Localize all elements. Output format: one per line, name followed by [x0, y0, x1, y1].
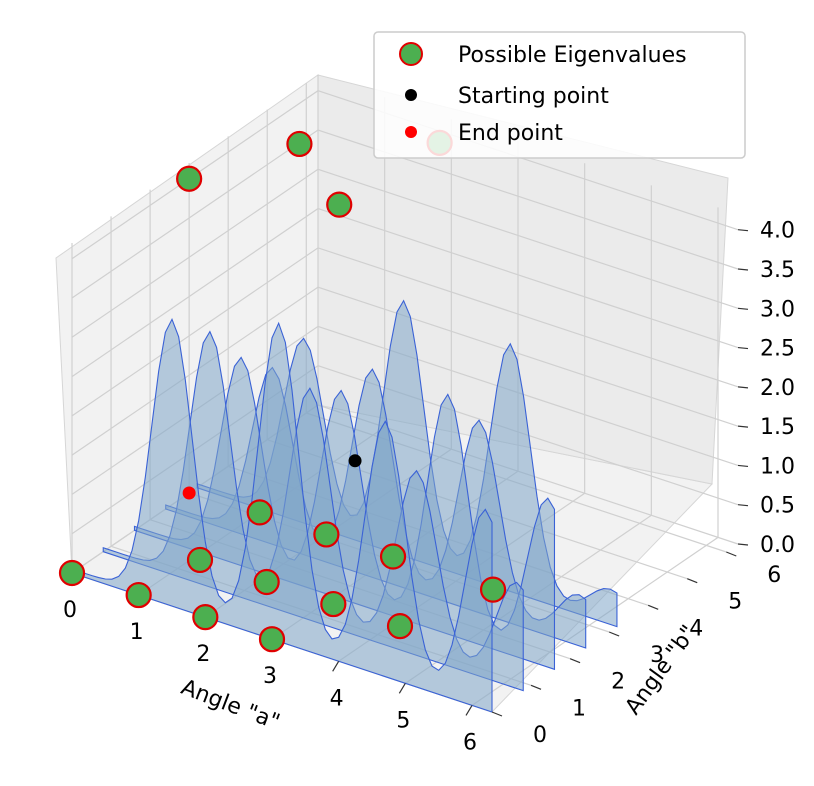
surface-ridge-4 — [71, 317, 493, 713]
surface — [71, 299, 618, 713]
eigenvalue-point — [379, 543, 407, 570]
points — [58, 129, 507, 653]
z-tick-mark — [737, 229, 749, 232]
end-point — [182, 486, 196, 500]
eigenvalue-point — [186, 546, 214, 574]
z-tick-label: 2.5 — [760, 337, 795, 362]
y-axis-label: Angle "b" — [621, 621, 702, 720]
z-tick-mark — [737, 386, 749, 389]
x-tick-label: 0 — [63, 598, 77, 623]
y-tick-label: 4 — [689, 616, 703, 641]
legend-label-starting-point: Starting point — [458, 84, 609, 109]
z-tick-mark — [737, 268, 749, 271]
z-tick-mark — [737, 543, 749, 546]
z-tick-label: 1.0 — [760, 454, 795, 479]
x-tick-label: 6 — [463, 730, 477, 755]
eigenvalue-point — [192, 604, 219, 631]
grid-line-z — [71, 168, 739, 338]
x-tick-label: 4 — [330, 686, 344, 711]
x-tick-label: 1 — [130, 620, 144, 645]
eigenvalue-point — [58, 559, 86, 587]
z-tick-mark — [737, 425, 749, 428]
starting-point — [348, 454, 362, 468]
eigenvalue-point — [479, 576, 507, 603]
y-tick-mark — [530, 684, 542, 690]
z-tick-mark — [737, 346, 749, 350]
eigenvalue-point — [286, 130, 313, 158]
z-tick-label: 2.0 — [760, 376, 795, 401]
y-tick-label: 5 — [728, 590, 742, 615]
z-tick-label: 0.5 — [760, 494, 795, 519]
x-tick-label: 2 — [196, 642, 210, 667]
y-tick-label: 0 — [533, 723, 547, 748]
eigenvalue-point — [326, 191, 353, 218]
eigenvalue-point — [125, 581, 152, 609]
eigenvalue-point — [246, 499, 273, 526]
grid-line-z — [71, 129, 739, 299]
x-tick-label: 5 — [396, 708, 410, 733]
y-tick-mark — [687, 578, 698, 584]
z-tick-mark — [737, 464, 749, 468]
y-tick-mark — [491, 711, 503, 717]
grid-line-z — [71, 90, 739, 260]
x-tick-label: 3 — [263, 664, 277, 689]
x-tick-mark — [332, 660, 340, 672]
eigenvalue-point — [320, 590, 347, 618]
z-tick-label: 3.5 — [760, 258, 795, 283]
x-tick-mark — [398, 683, 406, 694]
y-tick-mark — [569, 658, 581, 664]
x-tick-mark — [465, 705, 473, 716]
z-tick-label: 4.0 — [760, 219, 795, 244]
legend-box — [373, 31, 746, 159]
legend-marker-possible-eigenvalues — [399, 42, 423, 66]
legend-marker-end-point — [405, 126, 417, 138]
legend-label-possible-eigenvalues: Possible Eigenvalues — [458, 43, 687, 68]
grid-line-z — [71, 286, 739, 456]
z-tick-mark — [737, 307, 749, 310]
y-tick-label: 6 — [767, 563, 781, 588]
y-tick-label: 2 — [611, 670, 625, 695]
y-tick-mark — [726, 551, 737, 557]
legend-label-end-point: End point — [458, 121, 563, 146]
z-tick-label: 0.0 — [760, 533, 795, 558]
y-tick-mark — [647, 604, 659, 610]
y-tick-mark — [608, 631, 620, 637]
y-tick-label: 3 — [650, 643, 664, 668]
grid-line-z — [71, 207, 739, 378]
y-tick-label: 1 — [572, 696, 586, 721]
legend-marker-starting-point — [405, 89, 417, 101]
eigenvalue-point — [176, 165, 203, 192]
legend: Possible Eigenvalues Starting point End … — [373, 31, 746, 159]
eigenvalue-point — [258, 626, 286, 653]
z-tick-label: 1.5 — [760, 415, 795, 440]
grid-line-z — [71, 247, 739, 417]
eigenvalue-point — [386, 613, 414, 640]
eigenvalue-point — [313, 521, 340, 548]
eigenvalue-point — [253, 568, 280, 596]
z-tick-label: 3.0 — [760, 297, 795, 322]
z-tick-mark — [737, 504, 749, 507]
